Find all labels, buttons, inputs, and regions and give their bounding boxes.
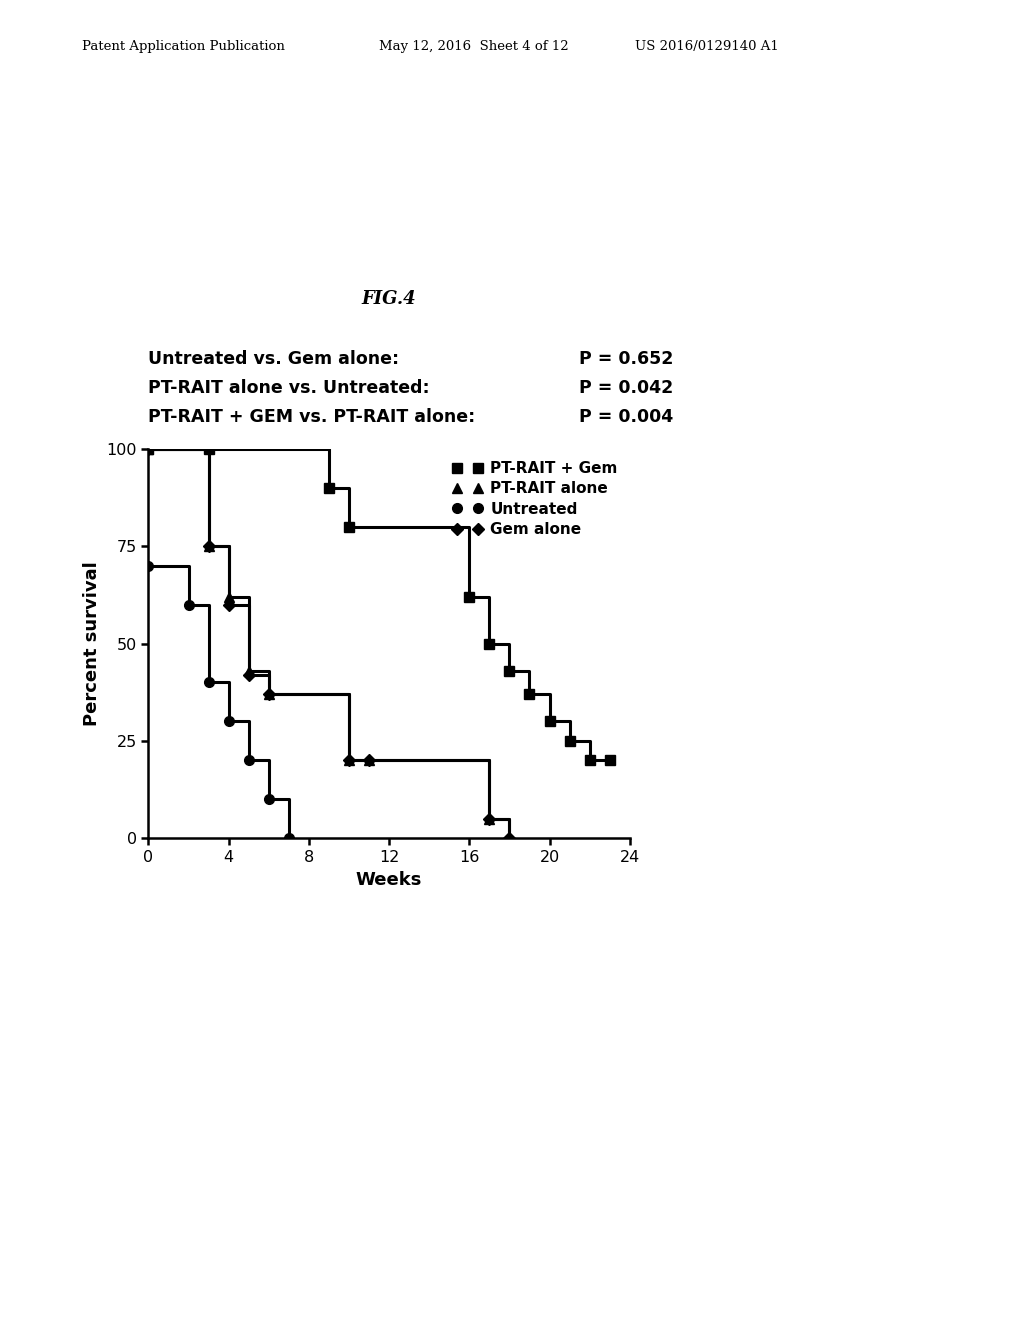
- PT-RAIT alone: [203, 539, 215, 554]
- PT-RAIT + Gem: [142, 441, 155, 457]
- Text: FIG.4: FIG.4: [361, 289, 417, 308]
- Gem alone: [362, 752, 375, 768]
- Y-axis label: Percent survival: Percent survival: [83, 561, 100, 726]
- Gem alone: [503, 830, 515, 846]
- Untreated: [243, 752, 255, 768]
- Untreated: [142, 558, 155, 574]
- Gem alone: [222, 597, 234, 612]
- Gem alone: [343, 752, 355, 768]
- Untreated: [283, 830, 295, 846]
- PT-RAIT alone: [243, 663, 255, 678]
- Line: PT-RAIT + Gem: PT-RAIT + Gem: [143, 444, 614, 766]
- Line: PT-RAIT alone: PT-RAIT alone: [143, 444, 514, 843]
- Gem alone: [203, 539, 215, 554]
- PT-RAIT alone: [483, 810, 496, 826]
- PT-RAIT + Gem: [544, 713, 556, 729]
- PT-RAIT + Gem: [503, 663, 515, 678]
- Untreated: [262, 791, 274, 807]
- Gem alone: [262, 686, 274, 702]
- Gem alone: [142, 441, 155, 457]
- PT-RAIT + Gem: [323, 480, 335, 496]
- Line: Untreated: Untreated: [143, 561, 294, 843]
- Untreated: [222, 713, 234, 729]
- PT-RAIT alone: [222, 589, 234, 605]
- PT-RAIT + Gem: [603, 752, 615, 768]
- Text: Untreated vs. Gem alone:: Untreated vs. Gem alone:: [148, 350, 399, 368]
- Legend: PT-RAIT + Gem, PT-RAIT alone, Untreated, Gem alone: PT-RAIT + Gem, PT-RAIT alone, Untreated,…: [447, 457, 623, 541]
- PT-RAIT + Gem: [463, 589, 475, 605]
- Text: PT-RAIT alone vs. Untreated:: PT-RAIT alone vs. Untreated:: [148, 379, 430, 397]
- Text: P = 0.652: P = 0.652: [579, 350, 673, 368]
- PT-RAIT + Gem: [343, 519, 355, 535]
- PT-RAIT alone: [343, 752, 355, 768]
- PT-RAIT + Gem: [563, 733, 575, 748]
- Text: May 12, 2016  Sheet 4 of 12: May 12, 2016 Sheet 4 of 12: [379, 40, 568, 53]
- PT-RAIT alone: [262, 686, 274, 702]
- Untreated: [203, 675, 215, 690]
- PT-RAIT + Gem: [483, 636, 496, 652]
- Text: PT-RAIT + GEM vs. PT-RAIT alone:: PT-RAIT + GEM vs. PT-RAIT alone:: [148, 408, 476, 426]
- Untreated: [182, 597, 195, 612]
- Gem alone: [243, 667, 255, 682]
- X-axis label: Weeks: Weeks: [356, 871, 422, 888]
- PT-RAIT + Gem: [584, 752, 596, 768]
- PT-RAIT + Gem: [203, 441, 215, 457]
- Line: Gem alone: Gem alone: [144, 445, 514, 842]
- PT-RAIT alone: [503, 830, 515, 846]
- Text: US 2016/0129140 A1: US 2016/0129140 A1: [635, 40, 778, 53]
- Text: Patent Application Publication: Patent Application Publication: [82, 40, 285, 53]
- PT-RAIT alone: [142, 441, 155, 457]
- Gem alone: [483, 810, 496, 826]
- PT-RAIT + Gem: [523, 686, 536, 702]
- Text: P = 0.004: P = 0.004: [579, 408, 673, 426]
- PT-RAIT alone: [362, 752, 375, 768]
- Text: P = 0.042: P = 0.042: [579, 379, 673, 397]
